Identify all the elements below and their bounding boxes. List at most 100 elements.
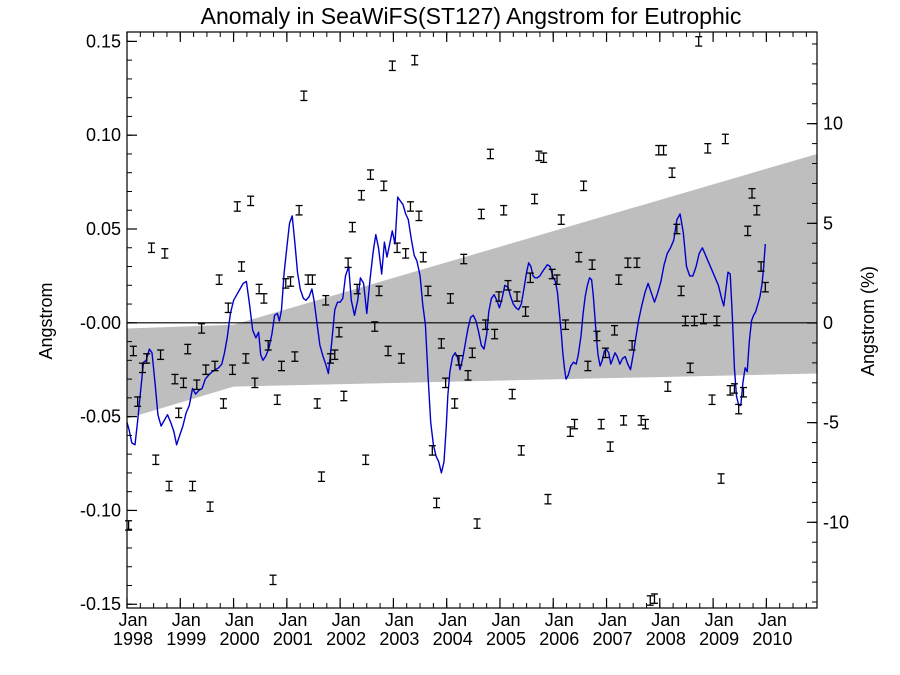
data-point	[562, 319, 570, 331]
data-point	[406, 201, 414, 212]
data-point	[260, 293, 268, 304]
data-point	[477, 208, 485, 220]
data-point	[340, 390, 348, 402]
y-left-tick-label: 0.05	[86, 219, 121, 239]
data-point	[446, 293, 454, 304]
data-point	[362, 454, 370, 466]
x-tick-year-label: 2009	[699, 629, 739, 649]
data-point	[473, 518, 481, 529]
data-point	[664, 381, 672, 392]
y-axis-label-right: Angstrom (%)	[858, 266, 878, 376]
data-point	[206, 501, 214, 513]
x-tick-year-label: 2001	[273, 629, 313, 649]
data-point	[304, 274, 312, 286]
data-point	[544, 493, 552, 505]
data-point	[553, 274, 561, 286]
data-point	[601, 347, 609, 359]
data-point	[228, 364, 236, 376]
data-point	[708, 394, 716, 406]
data-point	[517, 445, 525, 456]
x-tick-month-label: Jan	[385, 610, 414, 630]
data-point	[748, 188, 756, 199]
data-point	[269, 574, 277, 586]
data-point	[161, 248, 169, 259]
data-point	[588, 259, 596, 270]
data-point	[371, 321, 379, 332]
data-point	[633, 257, 641, 269]
data-point	[526, 272, 534, 284]
data-point	[134, 396, 142, 407]
y-left-tick-label: -0.05	[80, 407, 121, 427]
y-right-tick-label: -5	[823, 413, 839, 433]
data-point	[291, 351, 299, 362]
x-tick-year-label: 2008	[646, 629, 686, 649]
x-tick-month-label: Jan	[118, 610, 147, 630]
y-right-tick-label: -10	[823, 512, 849, 532]
trend-band-layer	[127, 153, 817, 419]
x-tick-year-label: 2003	[379, 629, 419, 649]
data-point	[620, 415, 628, 426]
data-point	[584, 360, 592, 372]
data-point	[238, 261, 246, 272]
data-point	[224, 302, 232, 314]
data-points-layer	[125, 36, 769, 606]
data-point	[628, 339, 636, 351]
data-point	[375, 285, 383, 297]
data-point	[317, 471, 325, 483]
chart-title: Anomaly in SeaWiFS(ST127) Angstrom for E…	[201, 3, 742, 29]
x-tick-month-label: Jan	[438, 610, 467, 630]
data-point	[171, 373, 179, 385]
data-point	[419, 251, 427, 263]
data-point	[677, 285, 685, 297]
data-point	[273, 394, 281, 406]
data-point	[388, 60, 396, 72]
data-point	[348, 221, 356, 233]
trend-band	[127, 153, 817, 419]
data-point	[548, 268, 556, 280]
x-tick-month-label: Jan	[545, 610, 574, 630]
data-point	[611, 324, 619, 336]
data-point	[327, 353, 335, 364]
data-point	[215, 274, 223, 286]
data-point	[739, 386, 747, 398]
plot-frame	[126, 31, 818, 609]
x-tick-month-label: Jan	[278, 610, 307, 630]
data-point	[650, 593, 658, 604]
data-point	[597, 418, 605, 430]
data-point	[460, 253, 468, 265]
y-right-tick-label: 5	[823, 213, 833, 233]
data-point	[486, 148, 494, 160]
y-axis-label-left: Angstrom	[36, 282, 56, 359]
data-point	[366, 169, 374, 180]
data-point	[500, 204, 508, 216]
data-point	[455, 354, 463, 366]
data-point	[189, 480, 197, 492]
data-point	[695, 36, 703, 47]
data-point	[442, 377, 450, 389]
data-point	[282, 278, 290, 289]
data-point	[646, 595, 654, 606]
data-point	[287, 276, 295, 287]
axes-layer: 0.15 0.10 0.05 -0.00 -0.05 -0.10 -0.15 10 5 0 -5 -1…	[80, 31, 849, 649]
x-tick-month-label: Jan	[705, 610, 734, 630]
data-point	[531, 193, 539, 205]
data-point	[219, 398, 227, 409]
data-point	[278, 360, 286, 372]
data-point	[415, 210, 423, 222]
data-point	[730, 383, 738, 394]
x-tick-month-label: Jan	[651, 610, 680, 630]
data-point	[557, 214, 565, 225]
data-point	[313, 398, 321, 409]
data-point	[424, 285, 432, 297]
x-tick-month-label: Jan	[598, 610, 627, 630]
y-left-tick-label: -0.00	[80, 313, 121, 333]
data-point	[686, 362, 694, 374]
data-point	[660, 144, 668, 156]
data-point	[411, 54, 419, 66]
data-point	[753, 204, 761, 216]
data-point	[247, 195, 255, 207]
data-point	[437, 338, 445, 349]
data-point	[606, 441, 614, 452]
data-point	[393, 242, 401, 254]
y-left-tick-label: -0.15	[80, 594, 121, 614]
